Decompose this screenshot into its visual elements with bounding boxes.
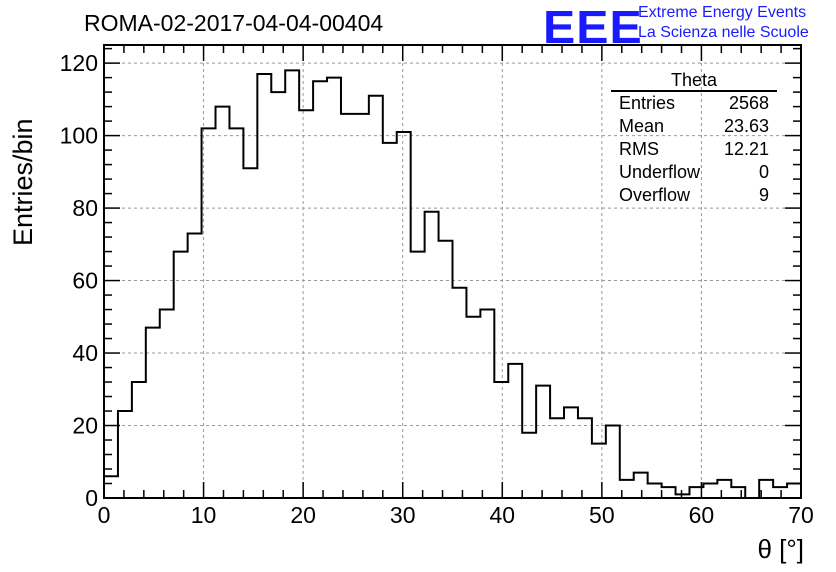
stats-box: Theta Entries 2568 Mean 23.63 RMS 12.21 … xyxy=(611,70,777,207)
stats-label: RMS xyxy=(619,139,659,159)
histogram-bin xyxy=(773,487,787,498)
histogram-bin xyxy=(411,252,425,498)
histogram-bin xyxy=(634,473,648,498)
histogram-bin xyxy=(606,426,620,498)
histogram-bin xyxy=(104,476,118,498)
y-tick-label: 0 xyxy=(85,485,98,511)
histogram-bin xyxy=(299,110,313,498)
histogram-bin xyxy=(160,310,174,498)
x-tick-label: 60 xyxy=(689,502,715,528)
histogram-bin xyxy=(257,74,271,498)
histogram-bin xyxy=(425,212,439,498)
histogram-bin xyxy=(439,241,453,498)
histogram-bin xyxy=(703,484,717,498)
histogram-bin xyxy=(564,407,578,498)
stats-row-entries: Entries 2568 xyxy=(611,92,777,115)
histogram-bin xyxy=(536,386,550,498)
plot-frame xyxy=(103,44,802,499)
histogram-bin xyxy=(662,487,676,498)
brand-line-1: Extreme Energy Events xyxy=(638,4,807,21)
histogram-bin xyxy=(466,317,480,498)
stats-label: Underflow xyxy=(619,162,701,182)
histogram-bin xyxy=(243,168,257,498)
stats-row-mean: Mean 23.63 xyxy=(611,115,777,138)
stats-value: 12.21 xyxy=(723,139,769,159)
y-axis-ticks: 0 20 40 60 80 100 120 xyxy=(60,47,801,511)
histogram-bin xyxy=(229,128,243,498)
run-title: ROMA-02-2017-04-04-00404 xyxy=(84,10,384,36)
histogram-bin xyxy=(717,480,731,498)
histogram-bin xyxy=(369,96,383,498)
y-tick-label: 20 xyxy=(72,413,98,439)
stats-value: 2568 xyxy=(728,93,769,113)
y-tick-label: 120 xyxy=(60,50,98,76)
stats-row-overflow: Overflow 9 xyxy=(611,184,777,207)
x-axis-label: θ [°] xyxy=(757,534,804,564)
stats-label: Entries xyxy=(619,93,676,113)
histogram-bin xyxy=(216,107,230,498)
histogram-bin xyxy=(271,92,285,498)
histogram-bin xyxy=(118,411,132,498)
x-tick-label: 40 xyxy=(489,502,515,528)
stats-box-title: Theta xyxy=(611,70,777,92)
histogram-bin xyxy=(202,128,216,498)
histogram-bin xyxy=(327,78,341,498)
y-tick-label: 60 xyxy=(72,268,98,294)
histogram-bin xyxy=(313,81,327,498)
eee-logo: EEE xyxy=(543,1,643,53)
stats-row-underflow: Underflow 0 xyxy=(611,161,777,184)
stats-value: 0 xyxy=(758,162,769,182)
histogram-bin xyxy=(285,70,299,498)
histogram-bin xyxy=(188,233,202,498)
histogram-bin xyxy=(550,418,564,498)
y-axis-label: Entries/bin xyxy=(8,117,38,246)
stats-label: Overflow xyxy=(619,185,691,205)
stats-value: 23.63 xyxy=(723,116,769,136)
x-tick-label: 10 xyxy=(191,502,217,528)
stats-value: 9 xyxy=(758,185,769,205)
histogram-bin xyxy=(383,143,397,498)
y-tick-label: 40 xyxy=(72,340,98,366)
x-tick-label: 0 xyxy=(98,502,111,528)
histogram-bin xyxy=(132,382,146,498)
histogram-bin xyxy=(355,114,369,498)
x-tick-label: 20 xyxy=(290,502,316,528)
histogram-bin xyxy=(146,328,160,498)
histogram-bin xyxy=(522,433,536,498)
histogram-bin xyxy=(578,418,592,498)
histogram-bin xyxy=(731,487,745,498)
histogram-bin xyxy=(341,114,355,498)
histogram-bin xyxy=(453,288,467,498)
stats-row-rms: RMS 12.21 xyxy=(611,138,777,161)
histogram-bin xyxy=(508,364,522,498)
histogram-bin xyxy=(787,484,801,498)
y-tick-label: 100 xyxy=(60,123,98,149)
brand-line-2: La Scienza nelle Scuole xyxy=(638,24,809,41)
histogram-outline xyxy=(103,69,802,499)
y-tick-label: 80 xyxy=(72,195,98,221)
histogram-bin xyxy=(648,484,662,498)
x-tick-label: 30 xyxy=(390,502,416,528)
histogram-bars xyxy=(103,69,802,499)
x-axis-ticks: 0 10 20 30 40 50 60 70 xyxy=(98,45,814,528)
histogram-bin xyxy=(397,132,411,498)
x-tick-label: 50 xyxy=(589,502,615,528)
x-tick-label: 70 xyxy=(788,502,814,528)
histogram-bin xyxy=(480,310,494,498)
histogram-bin xyxy=(174,252,188,498)
histogram-bin xyxy=(494,382,508,498)
histogram-bin xyxy=(592,444,606,498)
stats-label: Mean xyxy=(619,116,665,136)
